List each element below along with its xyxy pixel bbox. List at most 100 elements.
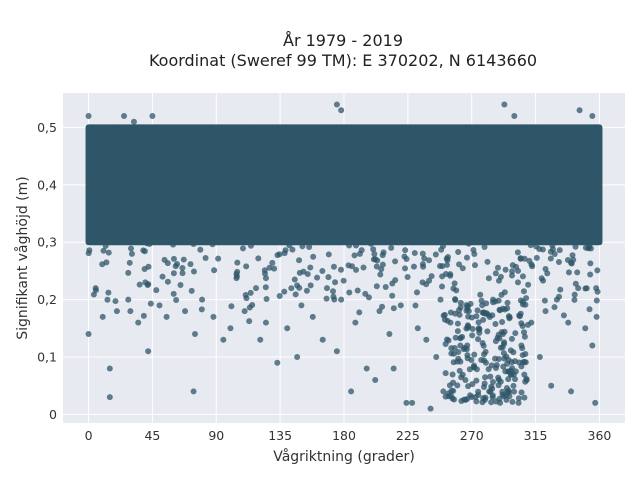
data-point xyxy=(481,243,488,250)
data-point xyxy=(92,285,99,292)
data-point xyxy=(456,311,463,318)
data-point xyxy=(565,319,572,326)
data-point xyxy=(288,183,295,190)
data-point xyxy=(297,207,304,214)
data-point xyxy=(492,320,499,327)
data-point xyxy=(346,186,353,193)
data-point xyxy=(193,183,200,190)
data-point xyxy=(242,139,249,146)
data-point xyxy=(204,202,211,209)
data-point xyxy=(340,212,347,219)
data-point xyxy=(530,219,537,226)
data-point xyxy=(176,166,183,173)
data-point xyxy=(85,112,92,119)
data-point xyxy=(548,183,555,190)
data-point xyxy=(228,303,235,310)
data-point xyxy=(104,296,111,303)
data-point xyxy=(426,277,433,284)
data-point xyxy=(517,214,524,221)
data-point xyxy=(554,176,561,183)
data-point xyxy=(105,194,112,201)
data-point xyxy=(223,183,230,190)
data-point xyxy=(266,264,273,271)
data-point xyxy=(289,246,296,253)
x-tick-label: 360 xyxy=(588,428,612,443)
data-point xyxy=(90,145,97,152)
data-point xyxy=(419,250,426,257)
data-point xyxy=(227,325,234,332)
data-point xyxy=(255,255,262,262)
data-point xyxy=(202,131,209,138)
data-point xyxy=(252,219,259,226)
data-point xyxy=(560,181,567,188)
data-point xyxy=(509,268,516,275)
data-point xyxy=(424,208,431,215)
data-point xyxy=(398,127,405,134)
data-point xyxy=(443,261,450,268)
y-tick-label: 0,1 xyxy=(37,350,57,365)
data-point xyxy=(309,131,316,138)
data-point xyxy=(129,184,136,191)
data-point xyxy=(535,135,542,142)
data-point xyxy=(439,283,446,290)
data-point xyxy=(330,263,337,270)
data-point xyxy=(215,255,222,262)
data-point xyxy=(433,354,440,360)
data-point xyxy=(480,192,487,199)
data-point xyxy=(489,392,496,399)
data-point xyxy=(254,163,261,170)
data-point xyxy=(241,160,248,167)
data-point xyxy=(241,129,248,136)
data-point xyxy=(519,352,526,359)
data-point xyxy=(528,174,535,181)
data-point xyxy=(463,254,470,261)
data-point xyxy=(497,307,504,314)
data-point xyxy=(586,242,593,249)
data-point xyxy=(99,313,106,320)
data-point xyxy=(505,389,512,396)
data-point xyxy=(335,141,342,148)
data-point xyxy=(339,161,346,168)
data-point xyxy=(147,197,154,204)
data-point xyxy=(113,308,120,315)
data-point xyxy=(232,182,239,189)
data-point xyxy=(560,217,567,224)
data-point xyxy=(540,188,547,195)
data-point xyxy=(371,251,378,258)
data-point xyxy=(593,208,600,215)
data-point xyxy=(309,313,316,320)
data-point xyxy=(571,291,578,298)
data-point xyxy=(504,360,511,367)
data-point xyxy=(470,200,477,207)
data-point xyxy=(495,376,502,383)
data-point xyxy=(287,163,294,170)
data-point xyxy=(220,336,227,343)
data-point xyxy=(423,128,430,135)
data-point xyxy=(484,328,491,335)
data-point xyxy=(552,166,559,173)
data-point xyxy=(276,292,283,299)
data-point xyxy=(407,237,414,244)
data-point xyxy=(523,164,530,171)
data-point xyxy=(425,222,432,229)
data-point xyxy=(498,178,505,185)
data-point xyxy=(330,293,337,300)
data-point xyxy=(521,329,528,336)
data-point xyxy=(264,176,271,183)
data-point xyxy=(294,282,301,289)
data-point xyxy=(198,306,205,313)
data-point xyxy=(126,215,133,222)
data-point xyxy=(165,167,172,174)
data-point xyxy=(173,296,180,303)
data-point xyxy=(394,238,401,245)
data-point xyxy=(573,212,580,219)
data-point xyxy=(274,252,281,259)
data-point xyxy=(388,203,395,210)
data-point xyxy=(553,186,560,193)
data-point xyxy=(304,212,311,219)
data-point xyxy=(95,207,102,214)
data-point xyxy=(152,150,159,157)
data-point xyxy=(215,196,222,203)
data-point xyxy=(490,379,497,386)
data-point xyxy=(403,132,410,139)
